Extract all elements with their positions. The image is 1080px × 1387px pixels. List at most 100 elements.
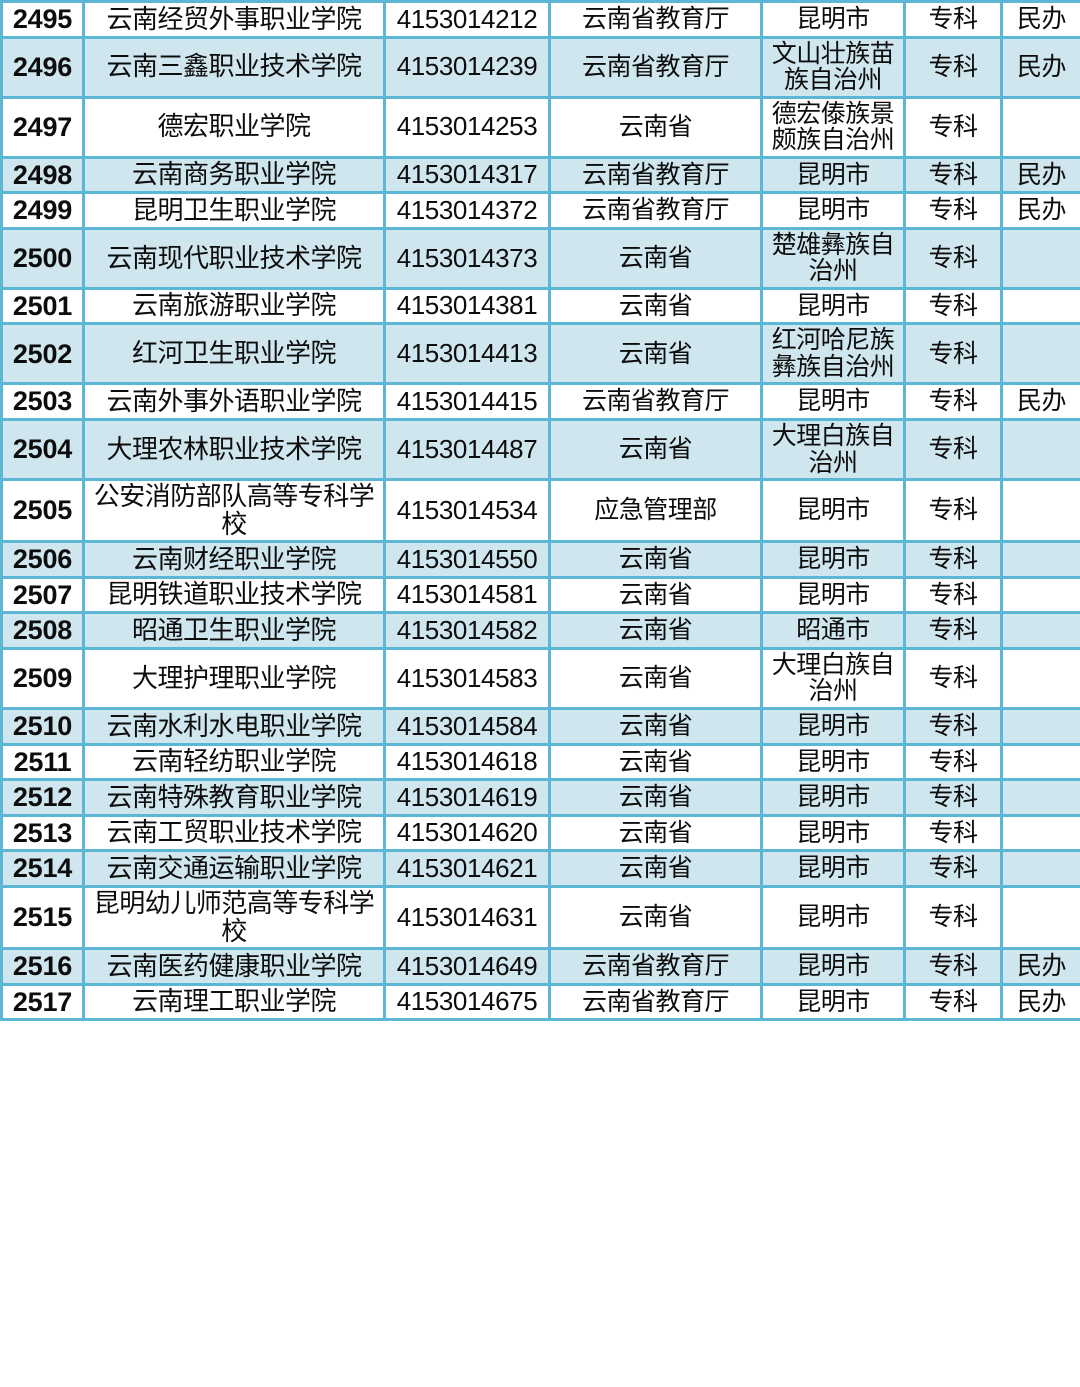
cell-code: 4153014581: [383, 575, 551, 615]
cell-name: 云南理工职业学院: [82, 982, 386, 1022]
cell-dept: 云南省: [548, 540, 763, 579]
cell-index: 2498: [0, 155, 85, 195]
cell-name: 昆明幼儿师范高等专科学校: [82, 885, 386, 951]
cell-owner: [1000, 95, 1080, 159]
cell-owner: [1000, 813, 1080, 853]
cell-index: 2500: [0, 226, 85, 290]
cell-index: 2514: [0, 849, 85, 888]
cell-name: 云南现代职业技术学院: [82, 226, 386, 290]
cell-code: 4153014381: [383, 286, 551, 326]
cell-city: 昆明市: [760, 982, 906, 1022]
cell-name: 云南财经职业学院: [82, 540, 386, 579]
table-row: 2508 昭通卫生职业学院 4153014582 云南省 昭通市 专科: [0, 611, 1080, 650]
cell-city: 楚雄彝族自治州: [760, 226, 906, 290]
cell-code: 4153014212: [383, 0, 551, 39]
cell-owner: 民办: [1000, 155, 1080, 195]
cell-name: 云南特殊教育职业学院: [82, 778, 386, 817]
cell-owner: [1000, 540, 1080, 579]
cell-dept: 云南省教育厅: [548, 382, 763, 422]
cell-name: 云南商务职业学院: [82, 155, 386, 195]
cell-owner: [1000, 742, 1080, 782]
cell-level: 专科: [903, 155, 1003, 195]
cell-index: 2515: [0, 885, 85, 951]
cell-level: 专科: [903, 226, 1003, 290]
table-row: 2507 昆明铁道职业技术学院 4153014581 云南省 昆明市 专科: [0, 575, 1080, 615]
cell-index: 2508: [0, 611, 85, 650]
cell-level: 专科: [903, 646, 1003, 710]
institution-table: 2495 云南经贸外事职业学院 4153014212 云南省教育厅 昆明市 专科 民办 249…: [0, 0, 1080, 1022]
cell-code: 4153014239: [383, 35, 551, 99]
cell-level: 专科: [903, 322, 1003, 386]
cell-name: 昆明铁道职业技术学院: [82, 575, 386, 615]
cell-name: 大理护理职业学院: [82, 646, 386, 710]
cell-dept: 云南省: [548, 611, 763, 650]
cell-code: 4153014675: [383, 982, 551, 1022]
cell-dept: 云南省: [548, 95, 763, 159]
cell-owner: 民办: [1000, 947, 1080, 986]
cell-owner: 民办: [1000, 35, 1080, 99]
cell-index: 2504: [0, 418, 85, 482]
cell-index: 2503: [0, 382, 85, 422]
cell-name: 大理农林职业技术学院: [82, 418, 386, 482]
cell-level: 专科: [903, 611, 1003, 650]
cell-city: 昆明市: [760, 478, 906, 544]
cell-dept: 云南省: [548, 849, 763, 888]
cell-name: 红河卫生职业学院: [82, 322, 386, 386]
cell-name: 云南三鑫职业技术学院: [82, 35, 386, 99]
cell-city: 大理白族自治州: [760, 646, 906, 710]
table-body: 2495 云南经贸外事职业学院 4153014212 云南省教育厅 昆明市 专科 民办 249…: [0, 0, 1080, 1022]
cell-code: 4153014534: [383, 478, 551, 544]
table-row: 2505 公安消防部队高等专科学校 4153014534 应急管理部 昆明市 专科: [0, 478, 1080, 544]
table-row: 2501 云南旅游职业学院 4153014381 云南省 昆明市 专科: [0, 286, 1080, 326]
cell-code: 4153014253: [383, 95, 551, 159]
cell-name: 德宏职业学院: [82, 95, 386, 159]
cell-code: 4153014550: [383, 540, 551, 579]
cell-index: 2507: [0, 575, 85, 615]
cell-index: 2495: [0, 0, 85, 39]
table-row: 2495 云南经贸外事职业学院 4153014212 云南省教育厅 昆明市 专科 民办: [0, 0, 1080, 39]
cell-dept: 云南省: [548, 885, 763, 951]
cell-index: 2516: [0, 947, 85, 986]
cell-owner: [1000, 286, 1080, 326]
cell-city: 德宏傣族景颇族自治州: [760, 95, 906, 159]
cell-city: 昆明市: [760, 706, 906, 746]
cell-city: 昆明市: [760, 286, 906, 326]
cell-index: 2511: [0, 742, 85, 782]
cell-city: 昆明市: [760, 0, 906, 39]
table-row: 2500 云南现代职业技术学院 4153014373 云南省 楚雄彝族自治州 专科: [0, 226, 1080, 290]
cell-city: 红河哈尼族彝族自治州: [760, 322, 906, 386]
cell-level: 专科: [903, 706, 1003, 746]
cell-index: 2501: [0, 286, 85, 326]
cell-name: 云南交通运输职业学院: [82, 849, 386, 888]
cell-index: 2509: [0, 646, 85, 710]
cell-index: 2513: [0, 813, 85, 853]
cell-code: 4153014487: [383, 418, 551, 482]
cell-level: 专科: [903, 742, 1003, 782]
cell-owner: 民办: [1000, 0, 1080, 39]
cell-level: 专科: [903, 191, 1003, 230]
cell-level: 专科: [903, 478, 1003, 544]
cell-level: 专科: [903, 540, 1003, 579]
table-row: 2503 云南外事外语职业学院 4153014415 云南省教育厅 昆明市 专科 民办: [0, 382, 1080, 422]
cell-owner: [1000, 885, 1080, 951]
table-row: 2498 云南商务职业学院 4153014317 云南省教育厅 昆明市 专科 民办: [0, 155, 1080, 195]
cell-dept: 云南省: [548, 418, 763, 482]
cell-code: 4153014583: [383, 646, 551, 710]
cell-dept: 云南省教育厅: [548, 982, 763, 1022]
cell-name: 云南医药健康职业学院: [82, 947, 386, 986]
cell-code: 4153014415: [383, 382, 551, 422]
cell-dept: 云南省: [548, 646, 763, 710]
table-row: 2515 昆明幼儿师范高等专科学校 4153014631 云南省 昆明市 专科: [0, 885, 1080, 951]
cell-dept: 云南省: [548, 706, 763, 746]
cell-city: 昆明市: [760, 540, 906, 579]
cell-index: 2505: [0, 478, 85, 544]
cell-name: 云南水利水电职业学院: [82, 706, 386, 746]
cell-dept: 云南省教育厅: [548, 947, 763, 986]
cell-index: 2506: [0, 540, 85, 579]
cell-owner: [1000, 778, 1080, 817]
cell-index: 2497: [0, 95, 85, 159]
cell-level: 专科: [903, 0, 1003, 39]
cell-dept: 云南省: [548, 778, 763, 817]
table-row: 2510 云南水利水电职业学院 4153014584 云南省 昆明市 专科: [0, 706, 1080, 746]
cell-dept: 云南省教育厅: [548, 155, 763, 195]
